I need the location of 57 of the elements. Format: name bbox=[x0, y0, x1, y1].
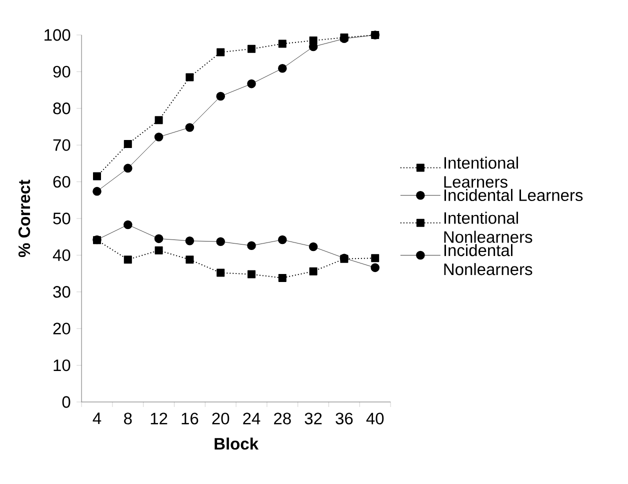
point bbox=[309, 267, 318, 276]
point bbox=[185, 123, 194, 132]
y-tick-label: 50 bbox=[53, 212, 70, 224]
point bbox=[247, 79, 256, 88]
point bbox=[154, 116, 163, 124]
y-tick-label: 90 bbox=[53, 66, 70, 78]
x-tick-label: 32 bbox=[304, 412, 322, 424]
legend-label: Incidental Nonlearners bbox=[444, 244, 532, 276]
point bbox=[124, 164, 132, 173]
point bbox=[154, 132, 164, 142]
x-tick-label: 12 bbox=[150, 412, 168, 424]
x-axis-title: Block bbox=[214, 438, 259, 450]
point bbox=[124, 256, 132, 264]
point bbox=[248, 44, 256, 53]
point bbox=[124, 220, 132, 230]
point bbox=[93, 172, 102, 180]
y-tick-label: 80 bbox=[53, 102, 70, 114]
point bbox=[216, 268, 225, 277]
point bbox=[154, 246, 163, 254]
legend-label: Incidental Learners bbox=[444, 188, 583, 202]
y-tick-label: 40 bbox=[52, 249, 70, 262]
y-tick-label: 30 bbox=[53, 286, 70, 298]
point bbox=[278, 235, 287, 244]
y-tick-label: 70 bbox=[53, 139, 70, 151]
point bbox=[216, 92, 226, 101]
x-tick-label: 24 bbox=[243, 412, 260, 424]
point bbox=[154, 234, 164, 244]
legend-label: Intentional Nonlearners bbox=[444, 212, 532, 243]
x-tick-label: 36 bbox=[336, 412, 353, 424]
x-tick-label: 40 bbox=[366, 412, 384, 424]
point bbox=[92, 186, 102, 196]
x-tick-label: 4 bbox=[92, 412, 102, 424]
x-tick-label: 8 bbox=[124, 412, 132, 424]
point bbox=[278, 40, 286, 48]
point bbox=[247, 241, 256, 250]
y-tick-label: 10 bbox=[54, 359, 70, 372]
point bbox=[186, 256, 194, 264]
point bbox=[124, 140, 132, 148]
point bbox=[278, 64, 287, 73]
legend-label: Intentional Learners bbox=[444, 156, 518, 188]
point bbox=[186, 73, 194, 82]
x-tick-label: 28 bbox=[274, 412, 291, 424]
point bbox=[278, 274, 286, 282]
point bbox=[370, 263, 380, 272]
x-tick-label: 20 bbox=[212, 412, 230, 424]
point bbox=[216, 237, 226, 246]
point bbox=[185, 236, 194, 246]
y-tick-label: 0 bbox=[62, 396, 70, 408]
x-tick-label: 16 bbox=[182, 412, 198, 424]
y-tick-label: 60 bbox=[53, 176, 70, 188]
point bbox=[216, 48, 225, 56]
point bbox=[248, 270, 256, 278]
point bbox=[371, 254, 380, 262]
point bbox=[308, 242, 318, 252]
y-tick-label: 100 bbox=[44, 29, 70, 41]
y-tick-label: 20 bbox=[53, 322, 70, 334]
y-axis-title: % Correct bbox=[18, 180, 30, 258]
